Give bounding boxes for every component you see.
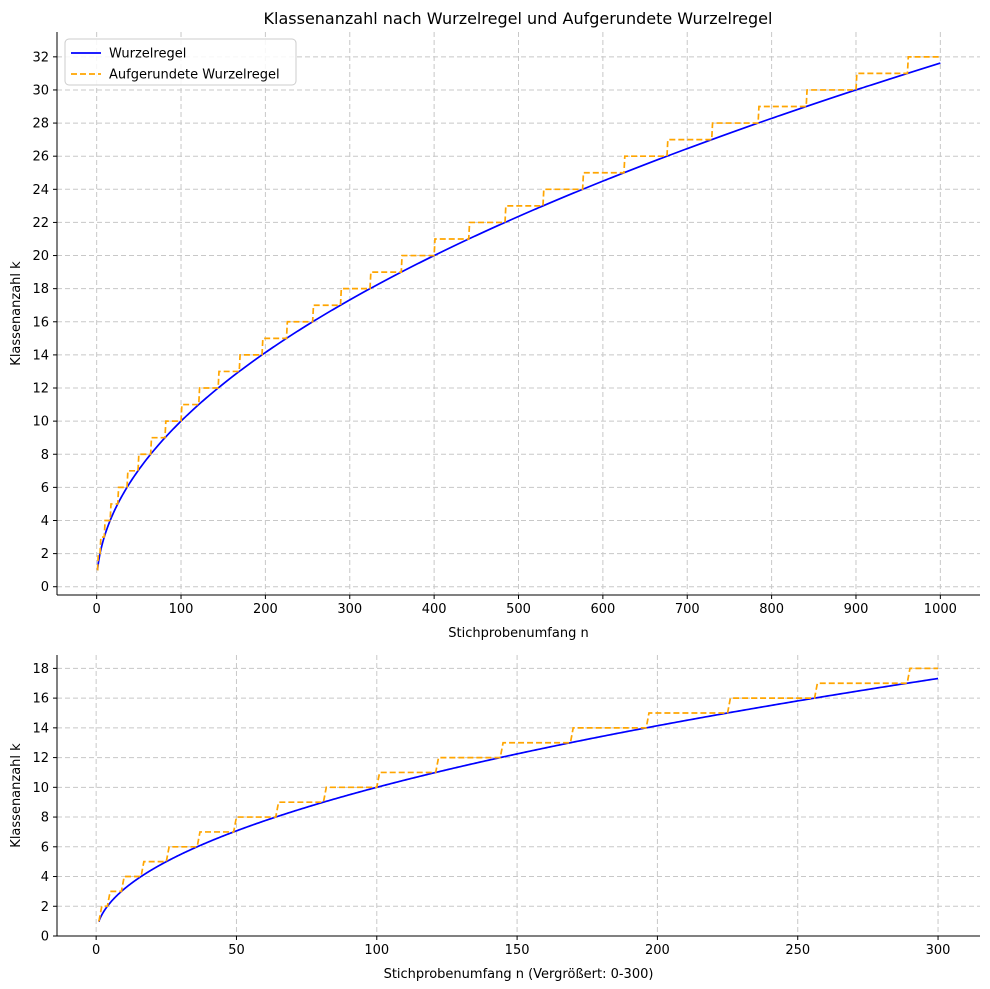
- x-tick-label: 500: [506, 602, 531, 617]
- y-axis-label: Klassenanzahl k: [9, 743, 24, 848]
- y-tick-label: 18: [32, 282, 49, 297]
- series-group: [97, 667, 939, 922]
- y-tick-label: 2: [41, 547, 49, 562]
- y-tick-label: 16: [32, 315, 49, 330]
- series-line-wurzelregel: [98, 677, 939, 922]
- x-tick-label: 0: [92, 943, 100, 958]
- y-axis-label: Klassenanzahl k: [9, 261, 24, 366]
- x-tick-label: 900: [844, 602, 869, 617]
- grid-lines: [57, 32, 980, 595]
- x-tick-label: 0: [93, 602, 101, 617]
- series-line-wurzelregel: [96, 62, 941, 571]
- y-tick-label: 8: [41, 811, 49, 826]
- y-tick-label: 28: [32, 117, 49, 132]
- x-tick-label: 300: [337, 602, 362, 617]
- y-tick-label: 10: [32, 415, 49, 430]
- x-axis-label: Stichprobenumfang n (Vergrößert: 0-300): [384, 967, 654, 982]
- x-tick-label: 150: [505, 943, 530, 958]
- x-axis-label: Stichprobenumfang n: [448, 626, 588, 641]
- y-tick-label: 32: [32, 50, 49, 65]
- x-tick-label: 1000: [924, 602, 957, 617]
- y-tick-label: 14: [32, 721, 49, 736]
- y-tick-label: 14: [32, 348, 49, 363]
- y-tick-label: 2: [41, 900, 49, 915]
- x-tick-label: 600: [590, 602, 615, 617]
- x-tick-label: 200: [645, 943, 670, 958]
- y-tick-label: 20: [32, 249, 49, 264]
- legend: Wurzelregel Aufgerundete Wurzelregel: [64, 38, 297, 86]
- series-group: [96, 55, 941, 571]
- series-line-aufgerundete-wurzelregel: [97, 667, 939, 922]
- x-tick-label: 700: [675, 602, 700, 617]
- y-tick-label: 30: [32, 83, 49, 98]
- x-tick-label: 100: [169, 602, 194, 617]
- y-tick-label: 26: [32, 150, 49, 165]
- y-tick-label: 6: [41, 840, 49, 855]
- x-tick-label: 200: [253, 602, 278, 617]
- main-plot: 0 100 200 300 400 500 600 700 800 900 100002468101…: [9, 32, 980, 641]
- grid-lines: [57, 655, 980, 937]
- x-tick-label: 100: [364, 943, 389, 958]
- y-tick-label: 24: [32, 183, 49, 198]
- y-tick-label: 4: [41, 514, 49, 529]
- y-tick-label: 12: [32, 751, 49, 766]
- y-tick-label: 8: [41, 448, 49, 463]
- y-tick-label: 6: [41, 481, 49, 496]
- y-tick-label: 0: [41, 580, 49, 595]
- y-tick-label: 18: [32, 662, 49, 677]
- legend-box: [64, 38, 297, 86]
- chart-title: Klassenanzahl nach Wurzelregel und Aufge…: [264, 9, 773, 28]
- y-tick-label: 4: [41, 870, 49, 885]
- legend-label: Wurzelregel: [109, 47, 186, 62]
- x-tick-label: 300: [926, 943, 951, 958]
- series-line-aufgerundete-wurzelregel: [96, 55, 941, 571]
- y-tick-label: 0: [41, 930, 49, 945]
- y-tick-label: 16: [32, 692, 49, 707]
- y-tick-label: 10: [32, 781, 49, 796]
- x-tick-label: 400: [422, 602, 447, 617]
- zoom-plot: 0 50 100 150 200 250 300 0 2 4 6 8 10 12 14 16 18 Stichpr…: [9, 655, 980, 982]
- x-tick-label: 50: [228, 943, 245, 958]
- x-tick-label: 800: [759, 602, 784, 617]
- y-tick-label: 22: [32, 216, 49, 231]
- y-tick-label: 12: [32, 382, 49, 397]
- x-tick-label: 250: [785, 943, 810, 958]
- legend-label: Aufgerundete Wurzelregel: [109, 68, 280, 83]
